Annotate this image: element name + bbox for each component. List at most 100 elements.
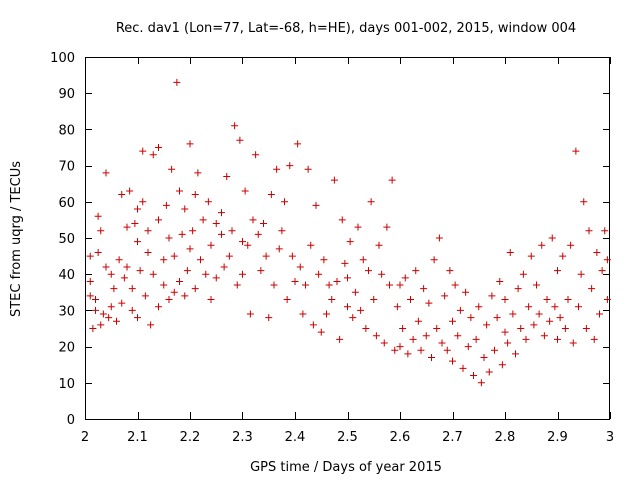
data-point — [168, 165, 176, 173]
data-point — [120, 274, 128, 282]
data-point — [128, 306, 136, 314]
data-point — [593, 248, 601, 256]
data-point — [399, 325, 407, 332]
data-point — [546, 317, 554, 325]
data-point — [501, 328, 509, 336]
x-tick-label: 2.8 — [495, 430, 516, 445]
data-point — [588, 285, 596, 293]
data-point — [86, 292, 94, 300]
data-point — [181, 292, 189, 300]
data-point — [94, 212, 102, 220]
data-point — [362, 325, 370, 332]
data-point — [430, 256, 438, 264]
data-point — [525, 303, 533, 311]
data-point — [92, 306, 99, 314]
data-point — [527, 252, 535, 260]
data-point — [590, 335, 598, 343]
data-point — [498, 361, 506, 369]
data-point — [357, 306, 365, 314]
data-point — [265, 314, 273, 322]
data-point — [160, 256, 168, 264]
data-point — [414, 317, 422, 325]
data-point — [556, 314, 564, 322]
data-point — [228, 227, 236, 235]
data-point — [110, 285, 118, 293]
data-point — [123, 263, 131, 271]
data-point — [128, 285, 136, 293]
data-point — [517, 325, 525, 332]
data-point — [275, 245, 283, 253]
data-point — [239, 270, 246, 278]
data-point — [323, 310, 330, 318]
data-point — [530, 321, 538, 329]
data-point — [191, 191, 199, 199]
data-point — [141, 292, 149, 300]
data-point — [483, 321, 491, 329]
data-point — [241, 187, 249, 195]
data-point — [189, 227, 197, 235]
x-tick-label: 2.2 — [180, 430, 201, 445]
data-point — [99, 310, 107, 318]
data-point — [446, 267, 454, 275]
data-point — [433, 325, 441, 332]
data-point — [207, 241, 215, 249]
data-point — [561, 325, 569, 332]
data-point — [388, 176, 396, 184]
data-point — [186, 245, 194, 253]
data-point — [572, 147, 580, 155]
data-point — [105, 314, 113, 322]
data-point — [375, 241, 383, 249]
data-point — [199, 216, 207, 224]
data-point — [344, 274, 351, 282]
x-tick-label: 2.7 — [442, 430, 463, 445]
data-point — [302, 281, 309, 289]
data-point — [173, 78, 181, 86]
data-point — [220, 263, 228, 271]
data-point — [422, 332, 430, 340]
data-point — [559, 252, 567, 260]
data-point — [186, 140, 194, 148]
data-point — [134, 314, 141, 322]
data-point — [386, 281, 393, 289]
data-point — [514, 285, 522, 293]
data-point — [454, 332, 462, 340]
data-point — [538, 241, 546, 249]
data-point — [575, 303, 582, 311]
y-tick-label: 0 — [67, 413, 75, 428]
data-point — [459, 364, 467, 372]
data-point — [155, 144, 162, 151]
data-point — [307, 241, 315, 249]
data-point — [139, 198, 147, 206]
data-point — [420, 285, 428, 293]
data-point — [449, 357, 456, 365]
data-point — [212, 274, 220, 282]
data-point — [330, 176, 338, 184]
chart-title: Rec. dav1 (Lon=77, Lat=-68, h=HE), days … — [116, 21, 576, 36]
x-tick-label: 2 — [81, 430, 89, 445]
data-point — [149, 151, 157, 159]
data-point — [543, 296, 551, 304]
data-point — [113, 317, 120, 325]
y-tick-label: 70 — [58, 160, 75, 175]
data-point — [443, 346, 451, 354]
data-point — [428, 353, 435, 361]
data-point — [548, 234, 556, 242]
data-point — [491, 346, 498, 354]
data-point — [580, 198, 588, 206]
data-point — [435, 234, 443, 242]
y-tick-label: 60 — [58, 196, 75, 211]
data-point — [176, 277, 183, 285]
x-tick-label: 2.9 — [547, 430, 568, 445]
data-point — [134, 205, 141, 213]
y-tick-label: 20 — [58, 341, 75, 356]
data-point — [102, 263, 110, 271]
data-point — [485, 368, 493, 376]
data-point — [504, 339, 512, 347]
data-point — [233, 281, 241, 289]
data-point — [598, 267, 606, 275]
data-point — [401, 274, 409, 282]
y-tick-label: 50 — [58, 232, 75, 247]
data-point — [409, 335, 417, 343]
data-point — [346, 238, 354, 246]
data-point — [107, 303, 115, 311]
